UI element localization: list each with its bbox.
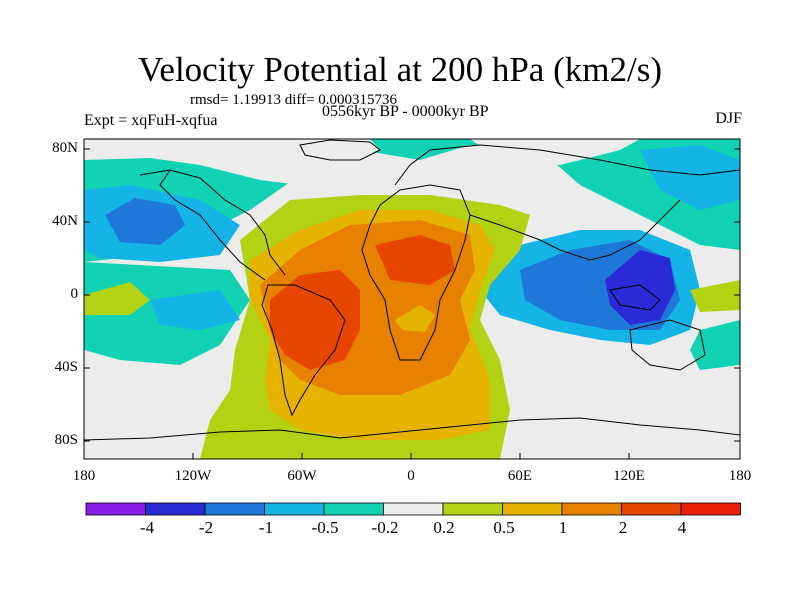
contour-pacific-spot xyxy=(150,290,240,330)
contour-atlantic-spot xyxy=(395,305,435,332)
coastline-antarctica xyxy=(84,417,740,441)
colorbar-swatch xyxy=(561,502,622,516)
lon-label-180w: 180 xyxy=(72,468,96,484)
lon-label-180e: 180 xyxy=(728,468,752,484)
lat-label-80n: 80N xyxy=(52,140,78,156)
season-label: DJF xyxy=(715,110,742,127)
contour-dateline-green xyxy=(690,280,740,312)
colorbar-swatch xyxy=(502,502,563,516)
coastline-indonesia xyxy=(609,284,661,311)
colorbar-swatch xyxy=(621,502,682,516)
colorbar-swatch xyxy=(383,502,444,516)
colorbar xyxy=(85,502,741,516)
coastline-asia-south xyxy=(469,199,681,261)
coastline-australia xyxy=(629,319,706,371)
colorbar-label: -0.5 xyxy=(311,518,339,537)
coastline-greenland xyxy=(299,139,381,161)
colorbar-swatch xyxy=(680,502,741,516)
rmsd-stats: rmsd= 1.19913 diff= 0.000315736 xyxy=(190,92,398,108)
colorbar-swatch xyxy=(204,502,265,516)
lon-label-120e: 120E xyxy=(613,468,645,484)
contour-indopacific-dark xyxy=(605,250,675,325)
contour-pacific-blue xyxy=(105,198,185,245)
coastline-na-west xyxy=(159,169,266,281)
colorbar-label: 0.2 xyxy=(433,518,455,537)
map-frame xyxy=(83,138,741,460)
colorbar-label: -4 xyxy=(139,518,155,537)
contour-neutral-arctic xyxy=(84,139,380,185)
coastline-africa xyxy=(361,184,471,361)
colorbar-swatch xyxy=(264,502,325,516)
contour-africa-red xyxy=(375,235,455,285)
axis-ticks xyxy=(84,148,740,459)
velocity-potential-field xyxy=(84,139,740,459)
lat-label-0: 0 xyxy=(70,286,79,302)
experiment-label: Expt = xqFuH-xqfua xyxy=(84,112,218,129)
colorbar-label: -2 xyxy=(198,518,214,537)
colorbar-label: 4 xyxy=(677,518,687,537)
lon-label-0: 0 xyxy=(407,468,415,484)
lon-label-60w: 60W xyxy=(287,468,317,484)
coastlines xyxy=(84,139,740,441)
lon-label-120w: 120W xyxy=(174,468,212,484)
contour-eastasia-light xyxy=(640,145,740,210)
coastline-south-america xyxy=(261,284,346,417)
contour-dateline-cyan xyxy=(690,320,740,370)
contour-samerica-red xyxy=(270,270,360,370)
colorbar-label: 0.5 xyxy=(493,518,515,537)
colorbar-swatch xyxy=(85,502,146,516)
colorbar-swatch xyxy=(323,502,384,516)
colorbar-label: 2 xyxy=(618,518,628,537)
colorbar-label: -0.2 xyxy=(371,518,399,537)
lat-label-40n: 40N xyxy=(52,213,78,229)
contour-pacific-green xyxy=(84,282,150,315)
coastline-north-america xyxy=(139,169,286,276)
lat-label-40s: 40S xyxy=(54,359,78,375)
period-label: 0556kyr BP - 0000kyr BP xyxy=(322,103,489,120)
map-title: Velocity Potential at 200 hPa (km2/s) xyxy=(138,50,662,89)
colorbar-label: -1 xyxy=(258,518,274,537)
lat-label-80s: 80S xyxy=(54,432,78,448)
colorbar-label: 1 xyxy=(558,518,568,537)
colorbar-swatch xyxy=(442,502,503,516)
colorbar-swatch xyxy=(145,502,206,516)
coastline-eurasia-north xyxy=(394,144,740,186)
lon-label-60e: 60E xyxy=(507,468,533,484)
contour-southern-neutral xyxy=(510,360,740,459)
